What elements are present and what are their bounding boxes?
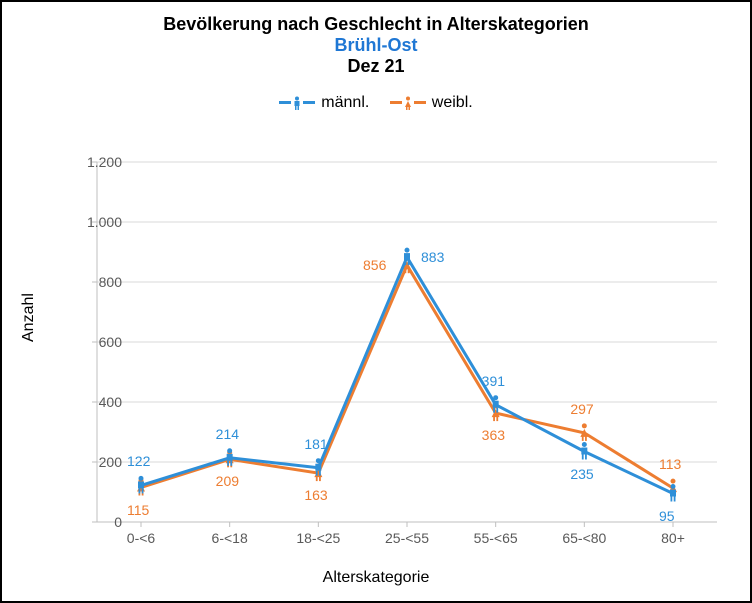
x-tick-label: 80+ bbox=[661, 530, 685, 546]
data-label: 113 bbox=[659, 456, 681, 472]
data-label: 297 bbox=[570, 401, 593, 417]
title-sub: Brühl-Ost bbox=[2, 35, 750, 56]
y-tick-label: 800 bbox=[72, 274, 122, 290]
legend: männl. weibl. bbox=[2, 91, 750, 112]
x-tick-label: 0-<6 bbox=[127, 530, 155, 546]
data-label: 181 bbox=[304, 436, 327, 452]
person-icon-female bbox=[403, 96, 413, 110]
data-label: 235 bbox=[570, 466, 593, 482]
legend-line-male-2 bbox=[303, 101, 315, 104]
y-tick-label: 1.200 bbox=[72, 154, 122, 170]
x-tick-label: 25-<55 bbox=[385, 530, 429, 546]
x-tick-label: 55-<65 bbox=[474, 530, 518, 546]
legend-line-female-2 bbox=[414, 101, 426, 104]
legend-label-female: weibl. bbox=[432, 94, 473, 112]
x-axis-label: Alterskategorie bbox=[2, 569, 750, 587]
y-tick-label: 600 bbox=[72, 334, 122, 350]
plot-svg bbox=[97, 162, 717, 522]
data-label: 209 bbox=[216, 473, 239, 489]
x-tick-label: 65-<80 bbox=[562, 530, 606, 546]
data-label: 856 bbox=[363, 257, 386, 273]
person-icon-male bbox=[292, 96, 302, 110]
title-date: Dez 21 bbox=[2, 56, 750, 77]
legend-swatch-female bbox=[390, 96, 426, 110]
data-label: 163 bbox=[304, 487, 327, 503]
legend-line-male bbox=[279, 101, 291, 104]
data-label: 115 bbox=[127, 502, 149, 518]
chart-titles: Bevölkerung nach Geschlecht in Alterskat… bbox=[2, 2, 750, 77]
legend-swatch-male bbox=[279, 96, 315, 110]
y-axis-label: Anzahl bbox=[20, 293, 38, 342]
data-label: 95 bbox=[659, 508, 675, 524]
plot-area bbox=[97, 162, 717, 522]
legend-line-female bbox=[390, 101, 402, 104]
legend-item-male: männl. bbox=[279, 94, 369, 112]
data-label: 391 bbox=[482, 373, 505, 389]
y-tick-label: 200 bbox=[72, 454, 122, 470]
legend-item-female: weibl. bbox=[390, 94, 473, 112]
data-label: 883 bbox=[421, 249, 444, 265]
x-tick-label: 18-<25 bbox=[296, 530, 340, 546]
data-label: 122 bbox=[127, 453, 150, 469]
data-label: 363 bbox=[482, 427, 505, 443]
y-tick-label: 1.000 bbox=[72, 214, 122, 230]
x-tick-label: 6-<18 bbox=[212, 530, 248, 546]
legend-label-male: männl. bbox=[321, 94, 369, 112]
title-main: Bevölkerung nach Geschlecht in Alterskat… bbox=[2, 14, 750, 35]
data-label: 214 bbox=[216, 426, 239, 442]
chart-container: Bevölkerung nach Geschlecht in Alterskat… bbox=[0, 0, 752, 603]
y-tick-label: 400 bbox=[72, 394, 122, 410]
y-tick-label: 0 bbox=[72, 514, 122, 530]
